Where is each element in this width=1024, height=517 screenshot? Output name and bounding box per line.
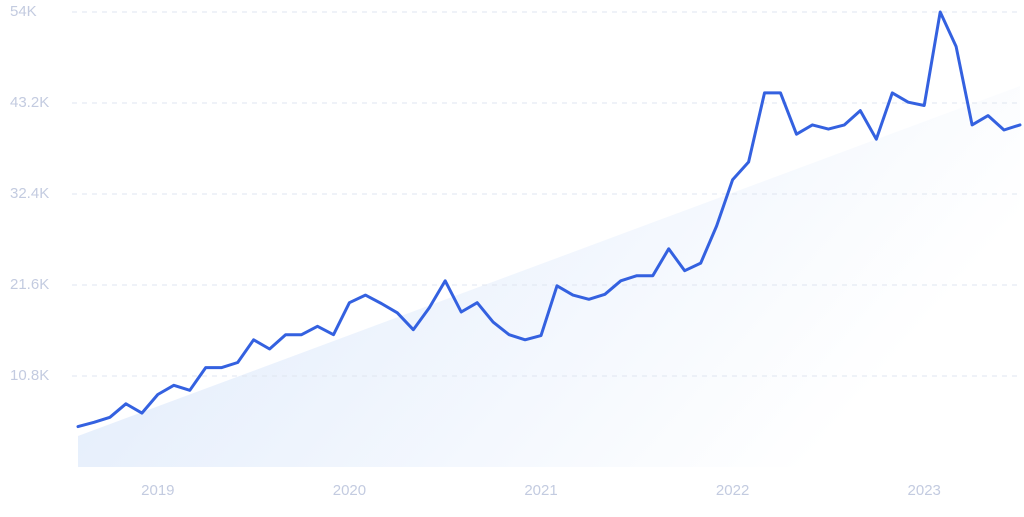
y-tick-label: 54K (10, 3, 37, 20)
x-tick-label: 2019 (141, 482, 174, 499)
x-tick-label: 2021 (524, 482, 557, 499)
trend-area (78, 86, 1020, 467)
x-tick-label: 2023 (908, 482, 941, 499)
y-tick-label: 32.4K (10, 185, 49, 202)
y-tick-label: 10.8K (10, 367, 49, 384)
y-tick-label: 43.2K (10, 94, 49, 111)
y-tick-label: 21.6K (10, 276, 49, 293)
line-series (76, 10, 1022, 429)
x-tick-label: 2020 (333, 482, 366, 499)
x-tick-label: 2022 (716, 482, 749, 499)
